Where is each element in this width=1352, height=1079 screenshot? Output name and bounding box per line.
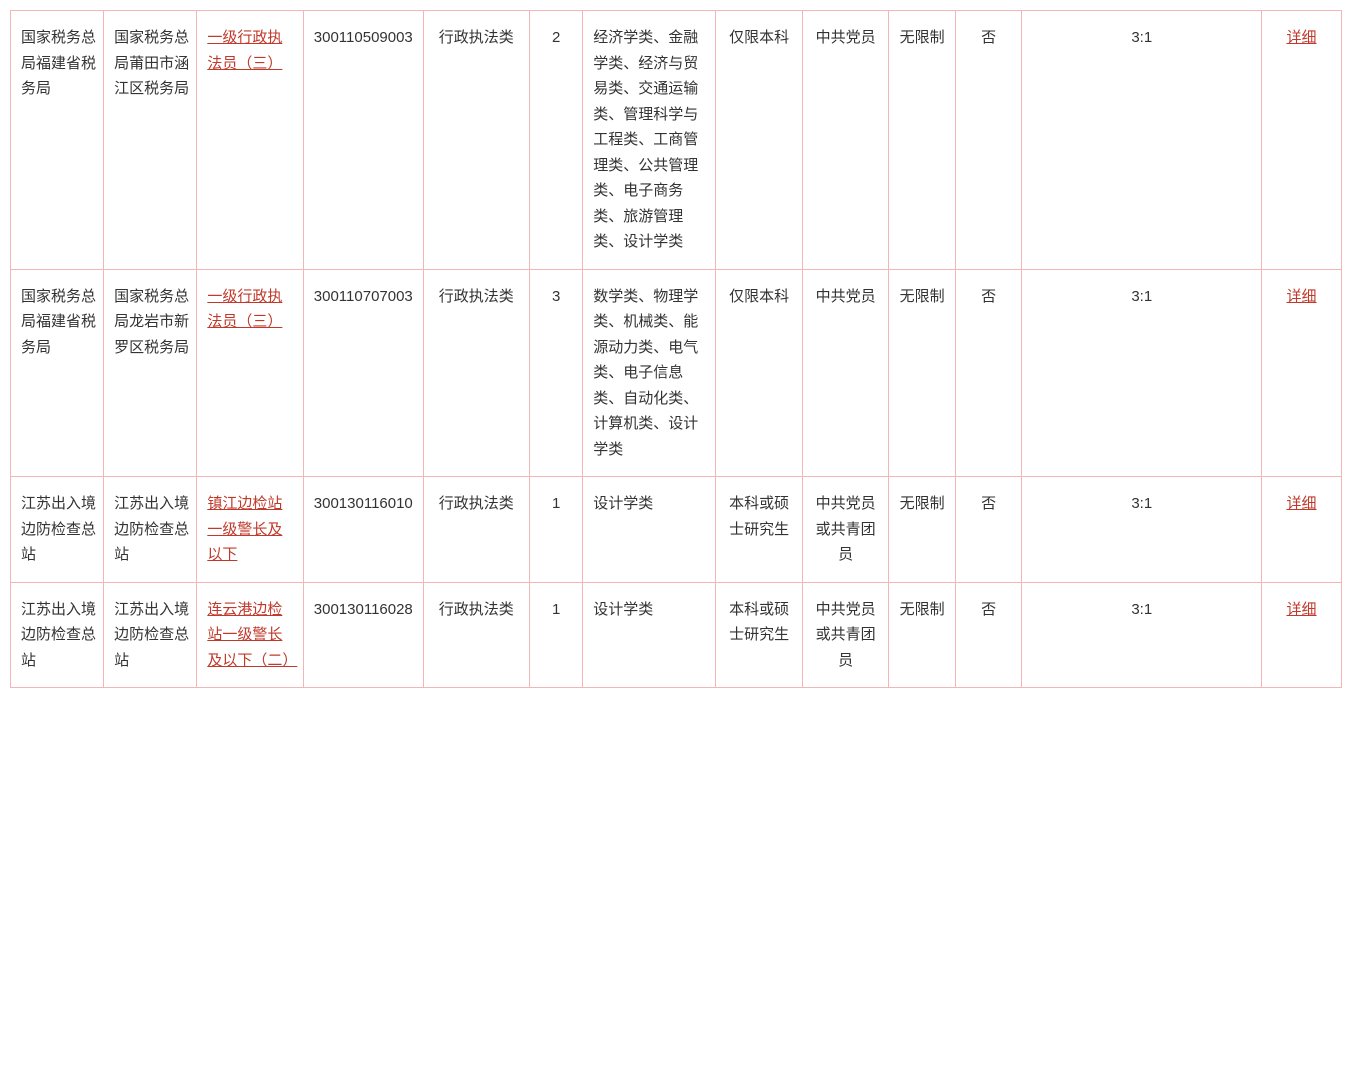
detail-link[interactable]: 详细 (1287, 288, 1317, 305)
cell-code: 300130116010 (303, 477, 423, 583)
cell-unit: 国家税务总局莆田市涵江区税务局 (104, 11, 197, 270)
position-link[interactable]: 一级行政执法员（三） (207, 29, 282, 72)
cell-degree: 仅限本科 (716, 269, 803, 477)
cell-position: 镇江边检站一级警长及以下 (197, 477, 303, 583)
cell-flag: 否 (955, 11, 1022, 270)
cell-politics: 中共党员或共青团员 (802, 582, 889, 688)
cell-politics: 中共党员 (802, 269, 889, 477)
cell-degree: 仅限本科 (716, 11, 803, 270)
detail-link[interactable]: 详细 (1287, 601, 1317, 618)
cell-code: 300130116028 (303, 582, 423, 688)
cell-position: 连云港边检站一级警长及以下（二） (197, 582, 303, 688)
cell-dept: 国家税务总局福建省税务局 (11, 11, 104, 270)
cell-ratio: 3:1 (1022, 269, 1262, 477)
cell-unit: 江苏出入境边防检查总站 (104, 477, 197, 583)
cell-detail: 详细 (1262, 477, 1342, 583)
cell-category: 行政执法类 (423, 269, 529, 477)
cell-politics: 中共党员 (802, 11, 889, 270)
cell-major: 数学类、物理学类、机械类、能源动力类、电气类、电子信息类、自动化类、计算机类、设… (583, 269, 716, 477)
cell-category: 行政执法类 (423, 477, 529, 583)
cell-ratio: 3:1 (1022, 582, 1262, 688)
cell-code: 300110509003 (303, 11, 423, 270)
position-link[interactable]: 镇江边检站一级警长及以下 (207, 495, 282, 563)
cell-detail: 详细 (1262, 269, 1342, 477)
cell-dept: 江苏出入境边防检查总站 (11, 582, 104, 688)
cell-category: 行政执法类 (423, 11, 529, 270)
cell-politics: 中共党员或共青团员 (802, 477, 889, 583)
cell-flag: 否 (955, 269, 1022, 477)
cell-detail: 详细 (1262, 11, 1342, 270)
cell-limit: 无限制 (889, 477, 956, 583)
positions-tbody: 国家税务总局福建省税务局 国家税务总局莆田市涵江区税务局 一级行政执法员（三） … (11, 11, 1342, 688)
cell-detail: 详细 (1262, 582, 1342, 688)
table-row: 江苏出入境边防检查总站 江苏出入境边防检查总站 镇江边检站一级警长及以下 300… (11, 477, 1342, 583)
positions-table: 国家税务总局福建省税务局 国家税务总局莆田市涵江区税务局 一级行政执法员（三） … (10, 10, 1342, 688)
cell-unit: 国家税务总局龙岩市新罗区税务局 (104, 269, 197, 477)
cell-count: 3 (530, 269, 583, 477)
cell-position: 一级行政执法员（三） (197, 11, 303, 270)
cell-unit: 江苏出入境边防检查总站 (104, 582, 197, 688)
cell-ratio: 3:1 (1022, 11, 1262, 270)
cell-degree: 本科或硕士研究生 (716, 582, 803, 688)
detail-link[interactable]: 详细 (1287, 495, 1317, 512)
cell-category: 行政执法类 (423, 582, 529, 688)
cell-flag: 否 (955, 582, 1022, 688)
cell-count: 1 (530, 477, 583, 583)
cell-flag: 否 (955, 477, 1022, 583)
table-row: 国家税务总局福建省税务局 国家税务总局龙岩市新罗区税务局 一级行政执法员（三） … (11, 269, 1342, 477)
cell-limit: 无限制 (889, 269, 956, 477)
cell-limit: 无限制 (889, 11, 956, 270)
position-link[interactable]: 一级行政执法员（三） (207, 288, 282, 331)
cell-major: 设计学类 (583, 477, 716, 583)
position-link[interactable]: 连云港边检站一级警长及以下（二） (207, 601, 297, 669)
cell-major: 设计学类 (583, 582, 716, 688)
cell-code: 300110707003 (303, 269, 423, 477)
cell-position: 一级行政执法员（三） (197, 269, 303, 477)
table-row: 江苏出入境边防检查总站 江苏出入境边防检查总站 连云港边检站一级警长及以下（二）… (11, 582, 1342, 688)
detail-link[interactable]: 详细 (1287, 29, 1317, 46)
cell-degree: 本科或硕士研究生 (716, 477, 803, 583)
cell-limit: 无限制 (889, 582, 956, 688)
cell-dept: 江苏出入境边防检查总站 (11, 477, 104, 583)
cell-count: 2 (530, 11, 583, 270)
cell-major: 经济学类、金融学类、经济与贸易类、交通运输类、管理科学与工程类、工商管理类、公共… (583, 11, 716, 270)
table-row: 国家税务总局福建省税务局 国家税务总局莆田市涵江区税务局 一级行政执法员（三） … (11, 11, 1342, 270)
cell-ratio: 3:1 (1022, 477, 1262, 583)
cell-dept: 国家税务总局福建省税务局 (11, 269, 104, 477)
cell-count: 1 (530, 582, 583, 688)
